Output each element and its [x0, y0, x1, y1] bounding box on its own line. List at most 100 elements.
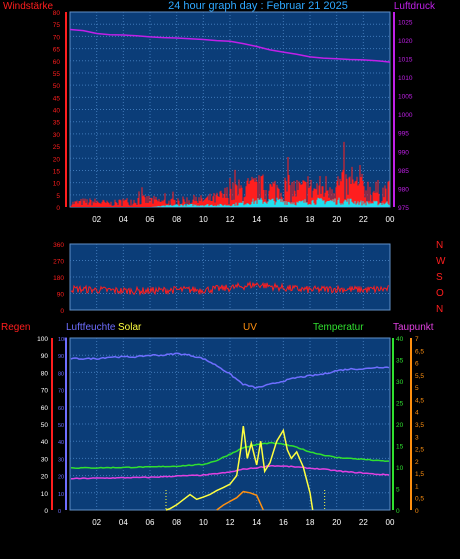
- weather-panel: Regen Luftfeuchte Solar UV Temperatur Taupunk…: [1, 322, 434, 527]
- chart-title: 24 hour graph day : Februar 21 2025: [168, 0, 348, 12]
- pressure-y-tick-label: 1025: [398, 19, 413, 26]
- weather-x-tick-label: 22: [359, 518, 368, 527]
- wind-y-tick-label: 75: [53, 22, 61, 29]
- uv-y-tick-label: 0: [415, 508, 419, 515]
- wind-y-tick-label: 0: [56, 205, 60, 212]
- wind-y-tick-label: 55: [53, 71, 61, 78]
- wind-x-tick-label: 04: [119, 215, 128, 224]
- weather-x-tick-label: 06: [146, 518, 155, 527]
- direction-compass-label: W: [436, 256, 446, 267]
- weather-x-tick-label: 08: [172, 518, 181, 527]
- weather-x-tick-label: 12: [226, 518, 235, 527]
- humidity-y-tick-label: 70: [58, 389, 64, 395]
- wind-y-tick-label: 70: [53, 34, 61, 41]
- temperature-y-tick-label: 25: [396, 401, 404, 408]
- direction-y-tick-label: 360: [53, 242, 64, 249]
- temperature-y-tick-label: 5: [396, 487, 400, 494]
- pressure-axis-label: Luftdruck: [394, 1, 436, 12]
- weather-legend-label: Temperatur: [313, 322, 364, 333]
- weather-x-tick-label: 14: [252, 518, 261, 527]
- humidity-y-tick-label: 80: [58, 371, 64, 377]
- weather-legend-label: Regen: [1, 322, 30, 333]
- uv-y-tick-label: 5: [415, 385, 419, 392]
- humidity-y-tick-label: 10: [58, 492, 64, 498]
- direction-y-tick-label: 180: [53, 275, 64, 282]
- pressure-y-tick-label: 1015: [398, 56, 413, 63]
- direction-compass-label: N: [436, 304, 443, 315]
- weather-x-tick-label: 10: [199, 518, 208, 527]
- wind-x-tick-label: 20: [332, 215, 341, 224]
- rain-y-tick-label: 80: [41, 370, 49, 377]
- wind-y-tick-label: 60: [53, 59, 61, 66]
- weather-legend-label: Taupunkt: [393, 322, 434, 333]
- weather-x-tick-label: 20: [332, 518, 341, 527]
- wind-direction-series: [70, 280, 390, 297]
- pressure-y-tick-label: 985: [398, 168, 409, 175]
- rain-y-tick-label: 40: [41, 439, 49, 446]
- uv-y-tick-label: 2,5: [415, 447, 424, 454]
- uv-y-tick-label: 6: [415, 361, 419, 368]
- wind-x-tick-label: 12: [226, 215, 235, 224]
- pressure-y-tick-label: 980: [398, 186, 409, 193]
- temperature-y-tick-label: 10: [396, 465, 404, 472]
- pressure-y-tick-label: 1005: [398, 94, 413, 101]
- temperature-series: [70, 441, 389, 469]
- uv-y-tick-label: 7: [415, 336, 419, 343]
- humidity-y-tick-label: 60: [58, 406, 64, 412]
- rain-y-tick-label: 30: [41, 456, 49, 463]
- uv-y-tick-label: 3: [415, 434, 419, 441]
- wind-y-tick-label: 50: [53, 83, 61, 90]
- weather-x-tick-label: 00: [386, 518, 395, 527]
- temperature-y-tick-label: 40: [396, 336, 404, 343]
- uv-y-tick-label: 1,5: [415, 471, 424, 478]
- uv-y-tick-label: 4: [415, 410, 419, 417]
- weather-x-tick-label: 02: [92, 518, 101, 527]
- uv-y-tick-label: 3,5: [415, 422, 424, 429]
- direction-compass-label: O: [436, 288, 444, 299]
- humidity-y-tick-label: 0: [58, 509, 61, 515]
- temperature-y-tick-label: 35: [396, 358, 404, 365]
- weather-legend-label: Solar: [118, 322, 142, 333]
- wind-x-tick-label: 16: [279, 215, 288, 224]
- pressure-y-tick-label: 1000: [398, 112, 413, 119]
- uv-y-tick-label: 5,5: [415, 373, 424, 380]
- dewpoint-series: [70, 464, 390, 480]
- wind-y-tick-label: 80: [53, 10, 61, 17]
- humidity-y-tick-label: 50: [58, 423, 64, 429]
- rain-y-tick-label: 10: [41, 491, 49, 498]
- wind-x-tick-label: 00: [386, 215, 395, 224]
- rain-y-tick-label: 70: [41, 388, 49, 395]
- wind-y-tick-label: 30: [53, 132, 61, 139]
- rain-y-tick-label: 100: [37, 336, 48, 343]
- wind-y-tick-label: 15: [53, 168, 61, 175]
- pressure-y-tick-label: 995: [398, 131, 409, 138]
- direction-y-tick-label: 0: [60, 308, 64, 315]
- uv-y-tick-label: 0,5: [415, 496, 424, 503]
- humidity-y-tick-label: 30: [58, 457, 64, 463]
- rain-y-tick-label: 0: [44, 508, 48, 515]
- rain-y-tick-label: 60: [41, 405, 49, 412]
- temperature-y-tick-label: 20: [396, 422, 404, 429]
- humidity-y-tick-label: 40: [58, 440, 64, 446]
- wind-x-tick-label: 18: [306, 215, 315, 224]
- wind-x-tick-label: 14: [252, 215, 261, 224]
- weather-legend-label: UV: [243, 322, 257, 333]
- wind-x-tick-label: 08: [172, 215, 181, 224]
- pressure-y-tick-label: 1020: [398, 38, 413, 45]
- wind-y-tick-label: 65: [53, 47, 61, 54]
- weather-x-tick-label: 18: [306, 518, 315, 527]
- direction-y-tick-label: 90: [57, 292, 65, 299]
- rain-y-tick-label: 20: [41, 474, 49, 481]
- wind-x-tick-label: 02: [92, 215, 101, 224]
- rain-y-tick-label: 90: [41, 353, 49, 360]
- pressure-y-tick-label: 990: [398, 149, 409, 156]
- uv-y-tick-label: 2: [415, 459, 419, 466]
- wind-y-tick-label: 45: [53, 95, 61, 102]
- wind-x-tick-label: 22: [359, 215, 368, 224]
- humidity-y-tick-label: 90: [58, 354, 64, 360]
- weather-legend-label: Luftfeuchte: [66, 322, 116, 333]
- pressure-y-tick-label: 1010: [398, 75, 413, 82]
- wind-x-tick-label: 06: [146, 215, 155, 224]
